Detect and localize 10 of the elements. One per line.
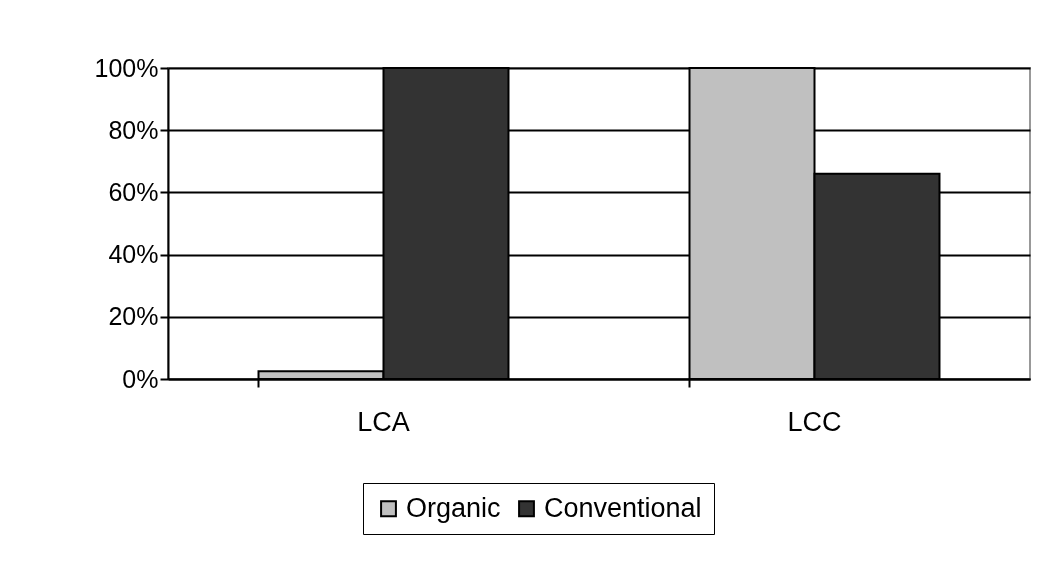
y-tick-label: 80% bbox=[108, 115, 159, 144]
y-tick-label: 60% bbox=[108, 177, 159, 206]
x-tick-label: LCC bbox=[787, 406, 842, 437]
legend-label: Conventional bbox=[544, 492, 702, 523]
legend-label: Organic bbox=[406, 492, 501, 523]
y-tick-label: 40% bbox=[108, 240, 159, 269]
x-tick-label: LCA bbox=[357, 406, 410, 437]
y-tick-label: 0% bbox=[122, 364, 159, 393]
y-tick-label: 100% bbox=[94, 53, 159, 82]
y-tick-label: 20% bbox=[108, 302, 159, 331]
